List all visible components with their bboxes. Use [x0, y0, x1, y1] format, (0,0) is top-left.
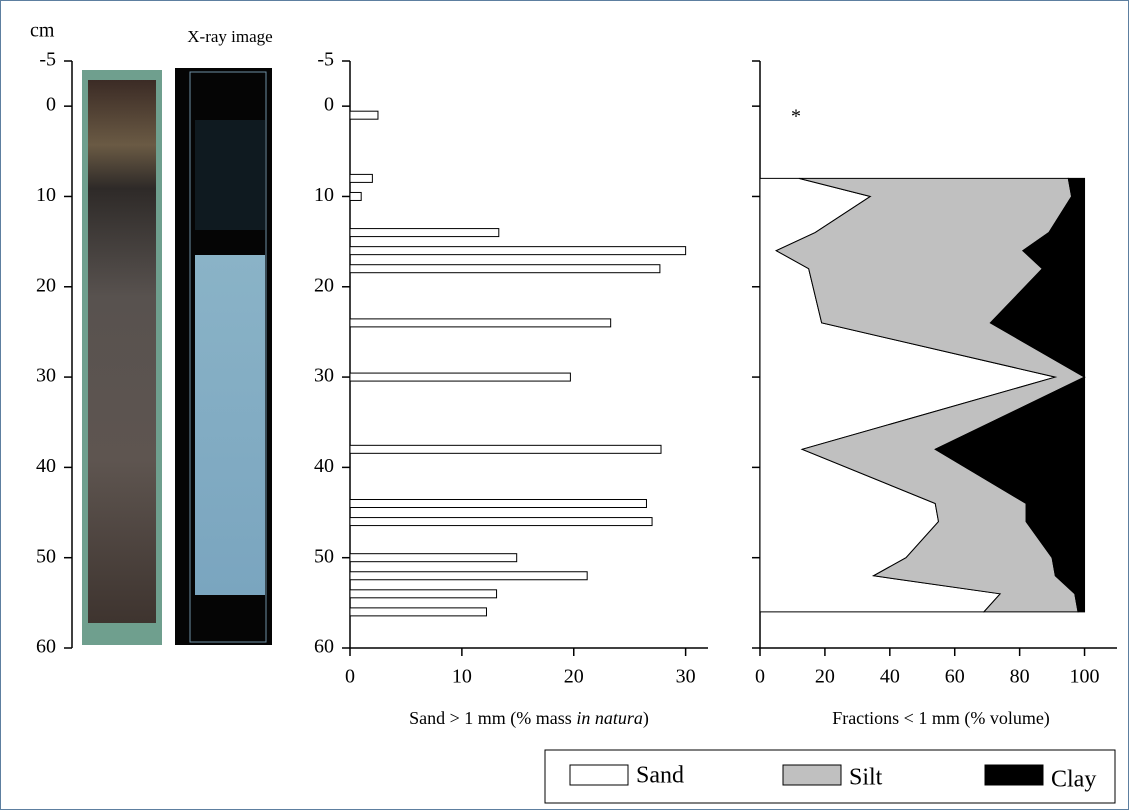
y-tick-label: 0 — [46, 94, 56, 116]
x-tick-label: 40 — [880, 666, 900, 688]
x-tick-label: 20 — [564, 666, 584, 688]
x-label-italic: in natura — [576, 708, 643, 728]
xray-sediment — [195, 255, 265, 595]
y-tick-label: 10 — [36, 184, 56, 206]
xray-upper — [195, 120, 265, 230]
bar — [349, 110, 379, 120]
y-tick-label: 20 — [36, 274, 56, 296]
y-tick-label: 10 — [314, 184, 334, 206]
y-tick-label: 40 — [36, 455, 56, 477]
bar — [349, 318, 612, 328]
x-tick-label: 0 — [345, 666, 355, 688]
bar — [349, 191, 362, 201]
legend-label: Silt — [849, 765, 883, 791]
y-tick-label: 30 — [36, 365, 56, 387]
xray-label: X-ray image — [187, 27, 272, 46]
legend-swatch — [984, 764, 1044, 786]
y-tick-label: 60 — [36, 636, 56, 658]
x-tick-label: 100 — [1070, 666, 1100, 688]
x-axis-label: Sand > 1 mm (% mass in natura) — [409, 708, 649, 729]
y-tick-label: -5 — [39, 49, 56, 71]
legend-label: Clay — [1051, 767, 1096, 793]
bar — [349, 553, 518, 563]
core-photo — [88, 80, 156, 623]
x-tick-label: 10 — [452, 666, 472, 688]
y-tick-label: 40 — [314, 455, 334, 477]
bar — [349, 499, 647, 509]
y-tick-label: -5 — [317, 49, 334, 71]
x-axis-label: Fractions < 1 mm (% volume) — [832, 708, 1050, 729]
bar — [349, 589, 498, 599]
y-tick-label: 50 — [314, 545, 334, 567]
bar — [349, 228, 500, 238]
bar — [349, 264, 661, 274]
y-tick-label: 60 — [314, 636, 334, 658]
legend-swatch — [569, 764, 629, 786]
bar — [349, 372, 571, 382]
annotation: * — [791, 106, 801, 128]
xray-tube — [189, 71, 267, 643]
x-label-part: Sand > 1 mm (% mass — [409, 708, 576, 729]
axis-unit: cm — [30, 20, 55, 42]
y-tick-label: 20 — [314, 274, 334, 296]
x-tick-label: 80 — [1010, 666, 1030, 688]
bar — [349, 571, 588, 581]
x-tick-label: 0 — [755, 666, 765, 688]
x-tick-label: 60 — [945, 666, 965, 688]
y-tick-label: 50 — [36, 545, 56, 567]
bar — [349, 607, 487, 617]
x-tick-label: 20 — [815, 666, 835, 688]
bar — [349, 517, 653, 527]
y-tick-label: 30 — [314, 365, 334, 387]
legend-swatch — [782, 764, 842, 786]
y-tick-label: 0 — [324, 94, 334, 116]
x-tick-label: 30 — [676, 666, 696, 688]
bar — [349, 173, 373, 183]
bar — [349, 444, 662, 454]
bar — [349, 246, 687, 256]
area — [934, 177, 1086, 613]
x-label-part: ) — [643, 708, 649, 729]
legend-label: Sand — [636, 763, 684, 789]
